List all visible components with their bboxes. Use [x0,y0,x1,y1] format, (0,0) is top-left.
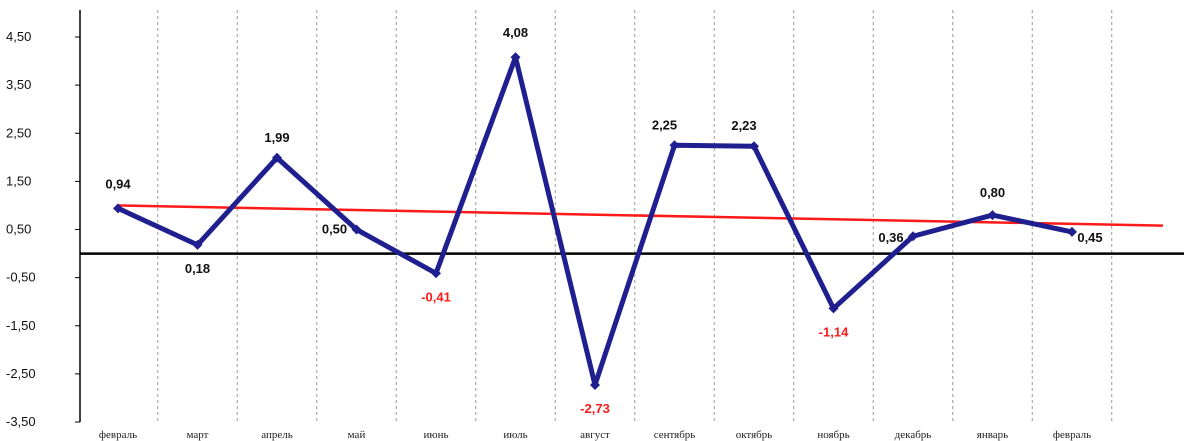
x-tick-label: сентябрь [654,429,696,441]
x-tick-label: август [580,429,610,441]
data-point [113,203,123,214]
x-tick-label: май [348,429,366,441]
data-label: 0,50 [322,222,347,237]
x-tick-label: июнь [423,429,448,441]
x-tick-labels: февраль март апрель май июнь июль август сентяб… [99,429,1091,441]
data-point [192,239,203,250]
data-label: -0,41 [421,289,451,304]
y-tick-label: 4,50 [6,29,31,44]
y-tick-label: -3,50 [6,414,36,429]
data-points [113,52,1077,390]
data-point [987,210,998,221]
data-point [669,140,680,151]
x-tick-label: январь [977,429,1008,441]
data-labels: 0,94 0,18 1,99 0,50 -0,41 4,08 -2,73 2,25 2,23 -1… [105,25,1102,416]
data-label: -2,73 [580,401,610,416]
data-label: 0,94 [105,176,131,191]
data-label: 4,08 [503,25,528,40]
data-label: 0,18 [185,261,210,276]
data-label: 2,25 [652,117,677,132]
data-point [908,231,918,242]
trend-line [117,204,1164,227]
data-point [510,52,521,63]
y-tick-label: -1,50 [6,318,36,333]
data-point [749,141,759,152]
y-tick-label: 3,50 [6,77,31,92]
y-tick-label: 0,50 [6,222,31,237]
data-label: 0,45 [1077,230,1102,245]
x-tick-label: июль [503,429,527,441]
data-label: -1,14 [819,324,849,339]
x-tick-label: апрель [261,429,293,441]
data-label: 0,80 [980,185,1005,200]
data-point [351,224,362,235]
data-label: 2,23 [731,118,756,133]
x-tick-label: декабрь [895,429,932,441]
y-tick-label: 1,50 [6,173,31,188]
data-point [431,268,441,279]
y-tick-label: -0,50 [6,270,36,285]
x-tick-label: февраль [99,429,137,441]
x-tick-label: февраль [1053,429,1091,441]
data-point [1067,226,1077,237]
y-tick-label: 2,50 [6,125,31,140]
x-tick-label: ноябрь [817,429,849,441]
x-tick-label: октябрь [736,429,773,441]
data-point [272,152,282,163]
data-point [828,303,839,314]
data-point [590,379,600,390]
data-label: 0,36 [878,230,903,245]
y-tick-label: -2,50 [6,366,36,381]
y-tick-labels: 4,50 3,50 2,50 1,50 0,50 -0,50 -1,50 -2,50 -3,50 [6,29,80,429]
x-tick-label: март [187,429,209,441]
data-label: 1,99 [264,130,289,145]
